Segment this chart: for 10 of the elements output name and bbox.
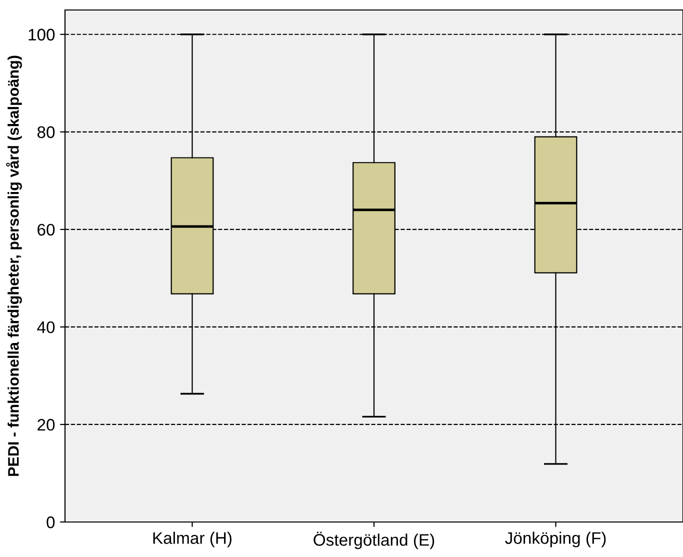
y-tick-label: 80 [37,126,55,138]
y-tick-label: 40 [37,321,55,334]
y-tick-label: 20 [38,418,55,431]
x-tick-label: Östergötland (E) [314,532,434,550]
y-tick-label: 60 [38,224,55,236]
y-tick-label: 0 [46,516,55,528]
y-axis-title: PEDI - funktionella färdigheter, personlig vård (skalpoäng) [6,56,22,476]
x-tick-label: Jönköping (F) [505,532,606,548]
x-tick-label: Kalmar (H) [153,532,232,548]
y-tick-label: 100 [28,28,55,41]
